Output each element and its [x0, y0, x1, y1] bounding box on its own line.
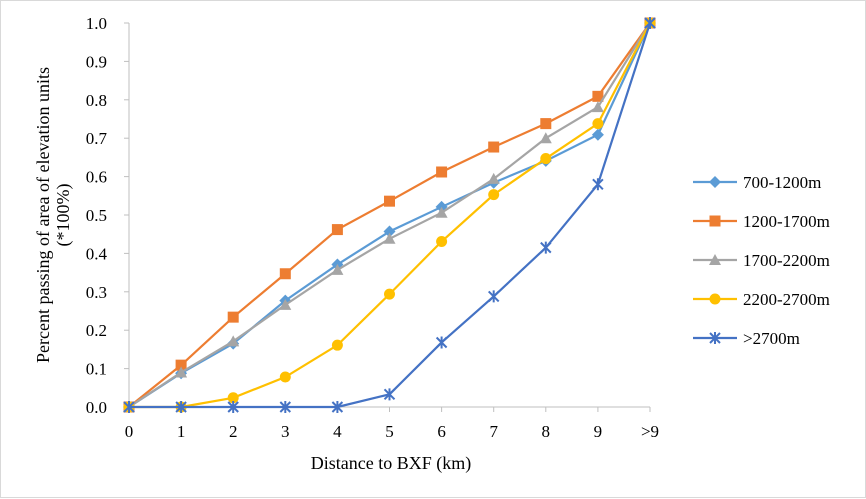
data-point: [331, 401, 344, 413]
data-point: [175, 359, 187, 371]
data-point: [540, 241, 552, 254]
y-axis-title-unit: (*100%): [53, 184, 74, 247]
y-tick-label: 0.0: [86, 398, 107, 417]
x-tick-label: 3: [281, 422, 290, 441]
data-point: [592, 118, 604, 130]
data-point: [227, 392, 239, 404]
x-axis-ticks: 0 1 2 3 4 5 6 7 8 9 >9: [125, 407, 659, 441]
data-point: [540, 153, 552, 165]
x-tick-label: 8: [542, 422, 551, 441]
data-point: [592, 90, 604, 102]
data-point: [383, 225, 396, 238]
data-point: [279, 371, 291, 383]
y-tick-label: 0.6: [86, 168, 107, 187]
legend-item: 1700-2200m: [693, 251, 830, 270]
legend-item: 1200-1700m: [693, 212, 830, 231]
data-point: [331, 224, 343, 236]
data-point: [384, 288, 395, 300]
y-axis-ticks: 0.0 0.1 0.2 0.3 0.4 0.5 0.6 0.7 0.8 0.9 1.0: [86, 14, 129, 417]
data-point: [175, 401, 187, 413]
data-point: [175, 366, 188, 378]
y-tick-label: 0.8: [86, 91, 107, 110]
data-point: [227, 335, 240, 347]
legend-label: 1700-2200m: [743, 251, 830, 270]
data-point: [487, 172, 500, 184]
y-tick-label: 0.3: [86, 283, 107, 302]
series-line: [129, 22, 652, 409]
x-tick-label: 4: [333, 422, 342, 441]
series-1: [123, 17, 656, 413]
legend-label: 700-1200m: [743, 173, 821, 192]
x-axis-title: Distance to BXF (km): [311, 453, 471, 474]
legend-marker: [709, 332, 721, 344]
series-layer: [123, 17, 656, 413]
data-point: [591, 128, 604, 141]
data-point: [331, 263, 344, 275]
data-point: [384, 195, 395, 207]
data-point: [383, 388, 396, 401]
x-tick-label: 5: [385, 422, 394, 441]
y-axis-title: Percent passing of area of elevation uni…: [33, 67, 53, 363]
data-point: [539, 132, 552, 144]
data-point: [435, 206, 448, 218]
legend-marker: [709, 176, 721, 188]
data-point: [279, 268, 291, 280]
x-tick-label: 1: [177, 422, 186, 441]
data-point: [331, 339, 343, 351]
y-tick-label: 0.4: [86, 244, 108, 263]
legend-label: >2700m: [743, 329, 800, 348]
legend-item: >2700m: [693, 329, 800, 348]
legend-label: 2200-2700m: [743, 290, 830, 309]
y-tick-label: 0.2: [86, 321, 107, 340]
legend-marker: [709, 254, 721, 265]
x-tick-label: 7: [489, 422, 498, 441]
data-point: [644, 17, 656, 29]
data-point: [436, 235, 448, 247]
y-tick-label: 1.0: [86, 14, 107, 33]
data-point: [487, 290, 500, 303]
x-tick-label: 0: [125, 422, 134, 441]
x-tick-label: 2: [229, 422, 238, 441]
data-point: [488, 189, 500, 201]
y-tick-label: 0.7: [86, 129, 108, 148]
series-5: [123, 17, 656, 413]
legend-label: 1200-1700m: [743, 212, 830, 231]
legend-marker: [709, 293, 721, 305]
series-4: [123, 17, 656, 413]
data-point: [279, 401, 292, 413]
legend-item: 700-1200m: [693, 173, 821, 192]
series-3: [123, 17, 656, 412]
data-point: [383, 232, 396, 244]
data-point: [227, 401, 239, 413]
series-2: [123, 17, 656, 413]
x-tick-label: >9: [641, 422, 659, 441]
y-tick-label: 0.1: [86, 360, 107, 379]
data-point: [227, 311, 239, 323]
y-tick-label: 0.5: [86, 206, 107, 225]
data-point: [436, 166, 448, 178]
x-tick-label: 6: [437, 422, 446, 441]
legend: 700-1200m 1200-1700m 1700-2200m 2200-2700m >…: [693, 173, 830, 348]
y-tick-label: 0.9: [86, 52, 107, 71]
data-point: [488, 141, 500, 153]
data-point: [435, 336, 448, 349]
data-point: [279, 298, 292, 310]
legend-marker: [709, 215, 721, 227]
data-point: [123, 401, 135, 413]
x-tick-label: 9: [594, 422, 603, 441]
data-point: [591, 101, 604, 113]
data-point: [540, 118, 552, 130]
legend-item: 2200-2700m: [693, 290, 830, 309]
data-point: [592, 178, 604, 191]
